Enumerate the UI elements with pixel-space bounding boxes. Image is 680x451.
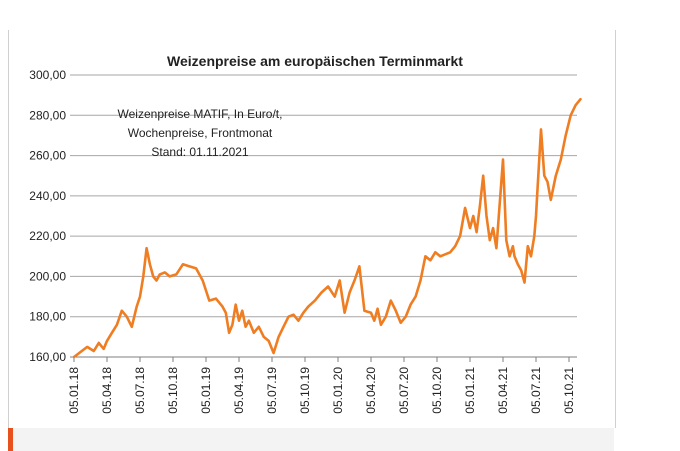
x-tick-label: 05.04.20: [364, 367, 378, 414]
x-tick-label: 05.01.19: [199, 367, 213, 414]
x-tick-label: 05.01.20: [331, 367, 345, 414]
bottom-bar: [8, 428, 614, 451]
x-tick-label: 05.01.18: [67, 367, 81, 414]
x-tick-label: 05.04.19: [232, 367, 246, 414]
chart-frame: [8, 30, 616, 428]
x-tick-label: 05.04.18: [100, 367, 114, 414]
y-tick-label: 180,00: [29, 310, 66, 324]
annotation-line-3: Stand: 01.11.2021: [151, 145, 249, 159]
x-tick-label: 05.10.21: [562, 367, 576, 414]
x-tick-label: 05.07.18: [133, 367, 147, 414]
y-tick-label: 300,00: [29, 68, 66, 82]
y-tick-label: 200,00: [29, 269, 66, 283]
y-tick-label: 220,00: [29, 229, 66, 243]
y-tick-label: 280,00: [29, 108, 66, 122]
x-tick-label: 05.07.21: [529, 367, 543, 414]
chart-annotation: Weizenpreise MATIF, In Euro/t, Wochenpre…: [118, 107, 283, 159]
y-tick-label: 160,00: [29, 350, 66, 364]
x-tick-label: 05.10.19: [298, 367, 312, 414]
annotation-line-1: Weizenpreise MATIF, In Euro/t,: [118, 107, 283, 121]
x-tick-label: 05.07.19: [265, 367, 279, 414]
accent-mark: [8, 428, 13, 451]
x-axis-tick-labels: 05.01.18 05.04.18 05.07.18 05.10.18 05.01.19…: [67, 367, 576, 414]
x-axis: [70, 356, 577, 362]
y-tick-label: 240,00: [29, 189, 66, 203]
x-tick-label: 05.07.20: [397, 367, 411, 414]
series-line-weizenpreise: [72, 97, 582, 359]
x-tick-label: 05.10.18: [166, 367, 180, 414]
y-gridlines: [70, 74, 577, 318]
annotation-line-2: Wochenpreise, Frontmonat: [128, 126, 273, 140]
y-axis-tick-labels: 160,00 180,00 200,00 220,00 240,00 260,00 280,…: [29, 68, 66, 364]
x-tick-label: 05.04.21: [496, 367, 510, 414]
chart-title: Weizenpreise am europäischen Terminmarkt: [167, 53, 463, 69]
x-tick-label: 05.01.21: [463, 367, 477, 414]
x-tick-label: 05.10.20: [430, 367, 444, 414]
y-tick-label: 260,00: [29, 149, 66, 163]
